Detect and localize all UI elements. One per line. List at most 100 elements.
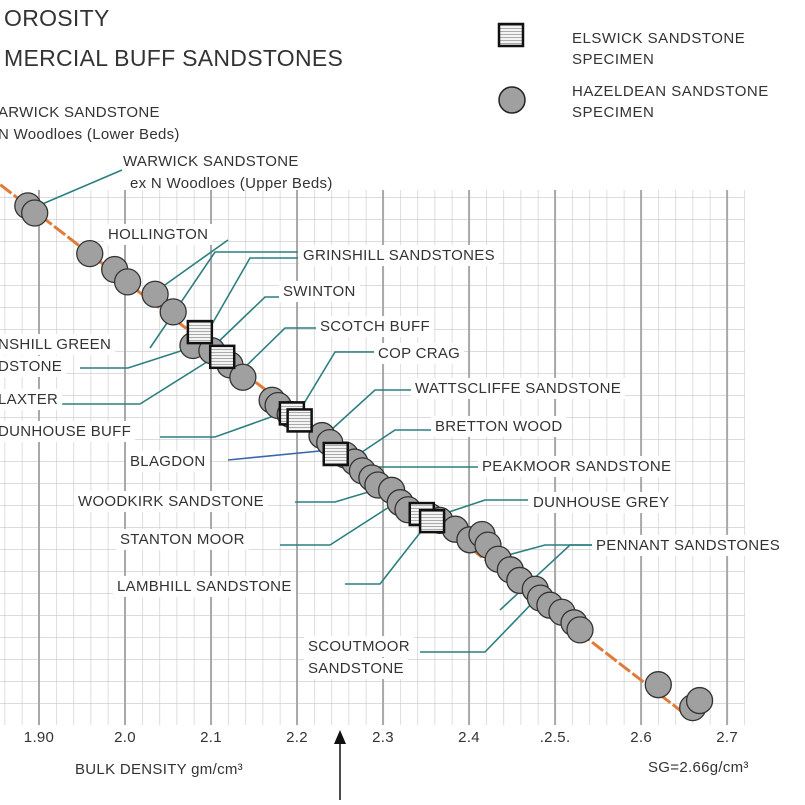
- annotation-text: BLAGDON: [130, 453, 205, 470]
- annotation: SWINTON: [279, 280, 360, 302]
- x-tick-label: 2.2: [286, 729, 308, 746]
- legend-entry: ELSWICK SANDSTONE SPECIMEN: [572, 30, 746, 68]
- point: [418, 508, 446, 534]
- annotation: PEAKMOOR SANDSTONE: [478, 455, 676, 477]
- annotation: DUNHOUSE BUFF: [0, 420, 136, 442]
- annotation: DUNHOUSE GREY: [529, 491, 674, 513]
- arrow: [334, 730, 346, 800]
- legend-marker: [497, 22, 525, 48]
- annotation-text: DUNHOUSE BUFF: [0, 423, 131, 440]
- annotation-text: ex N Woodloes (Upper Beds): [130, 175, 333, 192]
- label-bg: [279, 280, 360, 302]
- label-bg: [529, 491, 674, 513]
- chart-title: OROSITY: [4, 5, 110, 31]
- point: [286, 408, 313, 433]
- point: [159, 298, 187, 326]
- leader: [299, 351, 375, 411]
- annotation: SCOUTMOOR: [304, 635, 414, 657]
- annotation-text: LAMBHILL SANDSTONE: [117, 578, 292, 595]
- chart-subtitle: MERCIAL BUFF SANDSTONES: [4, 45, 343, 71]
- major-grid: [38, 190, 729, 725]
- annotation-text: STANTON MOOR: [120, 531, 245, 548]
- point: [685, 686, 714, 715]
- annotation: N Woodloes (Lower Beds): [0, 126, 180, 143]
- annotation-text: GRINSHILL SANDSTONES: [303, 247, 495, 264]
- leader: [280, 499, 401, 546]
- point: [322, 441, 349, 467]
- label-bg: [304, 657, 408, 679]
- annotation: LAXTER: [0, 388, 63, 410]
- annotation-text: BRETTON WOOD: [435, 418, 563, 435]
- annotation: SANDSTONE: [304, 657, 408, 679]
- point: [644, 671, 672, 699]
- point: [141, 280, 169, 308]
- x-tick-label: 2.1: [200, 729, 222, 746]
- note: SG=2.66g/cm³: [648, 759, 749, 776]
- leader: [345, 519, 431, 585]
- label-bg: [116, 528, 249, 550]
- annotation-text: WARWICK SANDSTONE: [123, 153, 299, 170]
- annotation-text: SCOUTMOOR: [308, 638, 410, 655]
- leader: [214, 296, 280, 346]
- x-tick-label: 2.3: [372, 729, 394, 746]
- legend-marker: [498, 86, 526, 114]
- annotation: ex N Woodloes (Upper Beds): [130, 175, 333, 192]
- annotation: GRINSHILL SANDSTONES: [299, 244, 499, 266]
- x-tick-label: 2.6: [630, 729, 652, 746]
- annotation-text: DUNHOUSE GREY: [533, 494, 669, 511]
- annotation: WOODKIRK SANDSTONE: [74, 490, 268, 512]
- leader: [80, 347, 191, 369]
- annotation: BLAGDON: [126, 450, 210, 472]
- label-bg: [411, 377, 626, 399]
- x-tick-label: 2.7: [716, 729, 738, 746]
- annotation-text: PENNANT SANDSTONES: [596, 537, 780, 554]
- leader: [154, 239, 229, 293]
- label-bg: [113, 575, 296, 597]
- annotations: ARWICK SANDSTONE N Woodloes (Lower Beds) W…: [0, 104, 785, 679]
- x-tick-label: .2.5.: [540, 729, 571, 746]
- label-bg: [74, 490, 268, 512]
- label-bg: [304, 635, 414, 657]
- label-bg: [126, 450, 210, 472]
- x-axis-label: BULK DENSITY gm/cm³: [75, 761, 243, 778]
- label-bg: [431, 415, 567, 437]
- annotation: COP CRAG: [374, 342, 465, 364]
- label-bg: [299, 244, 499, 266]
- point: [21, 199, 49, 227]
- annotation: DSTONE: [0, 355, 67, 377]
- annotation-text: DSTONE: [0, 358, 62, 375]
- annotation: SCOTCH BUFF: [316, 315, 434, 337]
- x-tick-label: 2.0: [114, 729, 136, 746]
- annotation-text: HOLLINGTON: [108, 226, 208, 243]
- annotation-text: NSHILL GREEN: [0, 336, 111, 353]
- point: [566, 616, 594, 644]
- annotation-text: N Woodloes (Lower Beds): [0, 126, 180, 143]
- leader: [295, 489, 376, 503]
- point: [208, 344, 236, 370]
- leader: [239, 327, 318, 373]
- label-bg: [592, 534, 785, 556]
- label-bg: [374, 342, 465, 364]
- annotation-text: SANDSTONE: [308, 660, 404, 677]
- point: [229, 363, 257, 391]
- leader: [439, 499, 528, 516]
- points: 2: [14, 192, 714, 722]
- label-bg: [316, 315, 434, 337]
- annotation-text: WATTSCLIFFE SANDSTONE: [415, 380, 621, 397]
- legend-entry: HAZELDEAN SANDSTONE SPECIMEN: [572, 83, 769, 121]
- annotation-text: SCOTCH BUFF: [320, 318, 430, 335]
- annotation: WARWICK SANDSTONE: [123, 153, 299, 170]
- point: [186, 319, 214, 345]
- annotation: ARWICK SANDSTONE: [0, 104, 159, 121]
- x-tick-label: 1.90: [24, 729, 54, 746]
- annotation: STANTON MOOR: [116, 528, 249, 550]
- point: [113, 268, 142, 296]
- annotation: PENNANT SANDSTONES: [592, 534, 785, 556]
- annotation-text: LAXTER: [0, 391, 58, 408]
- label-bg: [0, 388, 63, 410]
- leader: [227, 449, 331, 461]
- leader: [39, 169, 123, 206]
- annotation-text: WOODKIRK SANDSTONE: [78, 493, 264, 510]
